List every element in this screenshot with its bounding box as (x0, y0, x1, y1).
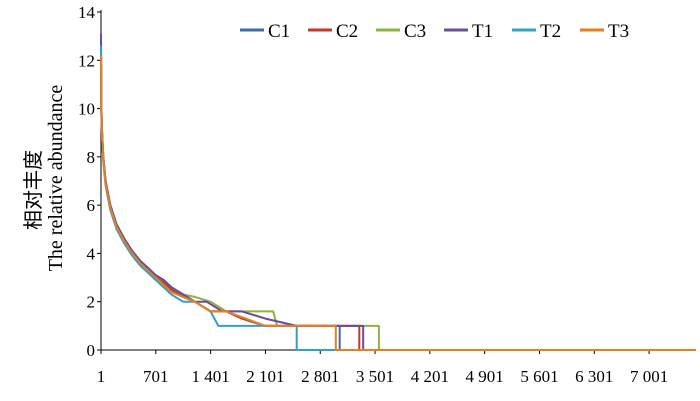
legend-label-c2: C2 (336, 21, 358, 42)
x-tick-label: 4 201 (411, 367, 449, 386)
y-tick-label: 14 (78, 3, 96, 22)
x-tick-label: 5 601 (520, 367, 558, 386)
x-tick-label: 6 301 (575, 367, 613, 386)
y-axis-title-cn: 相对丰度 (22, 150, 45, 230)
x-tick-label: 2 801 (301, 367, 339, 386)
x-tick-label: 1 (97, 367, 106, 386)
x-tick-label: 7 001 (630, 367, 668, 386)
legend-label-c3: C3 (404, 21, 426, 42)
x-tick-label: 3 501 (356, 367, 394, 386)
x-tick-label: 701 (143, 367, 169, 386)
x-tick-label: 1 401 (191, 367, 229, 386)
x-tick-label: 4 901 (466, 367, 504, 386)
y-tick-label: 4 (87, 244, 96, 263)
series-line-t3 (100, 55, 696, 351)
legend-label-t2: T2 (540, 21, 561, 42)
y-tick-label: 10 (78, 100, 95, 119)
series-line-t2 (100, 45, 696, 351)
y-tick-label: 8 (87, 148, 96, 167)
y-tick-label: 0 (87, 341, 96, 360)
x-tick-group: 1 701 1 401 2 101 2 801 3 501 4 201 4 901 5 601 6… (97, 350, 668, 386)
legend-label-t3: T3 (608, 21, 629, 42)
y-axis-title: The relative abundance (45, 85, 67, 272)
series-line-c2 (100, 50, 696, 351)
legend-label-c1: C1 (268, 21, 290, 42)
series-line-c3 (100, 43, 696, 351)
y-tick-label: 12 (78, 51, 95, 70)
x-tick-label: 2 101 (246, 367, 284, 386)
y-tick-label: 2 (87, 293, 96, 312)
y-tick-group: 0 2 4 6 8 10 12 14 (78, 3, 101, 360)
series-line-c1 (100, 38, 696, 351)
y-tick-label: 6 (87, 196, 96, 215)
legend-label-t1: T1 (472, 21, 493, 42)
series-lines (100, 33, 696, 351)
legend: C1 C2 C3 T1 T2 T3 (240, 21, 629, 42)
